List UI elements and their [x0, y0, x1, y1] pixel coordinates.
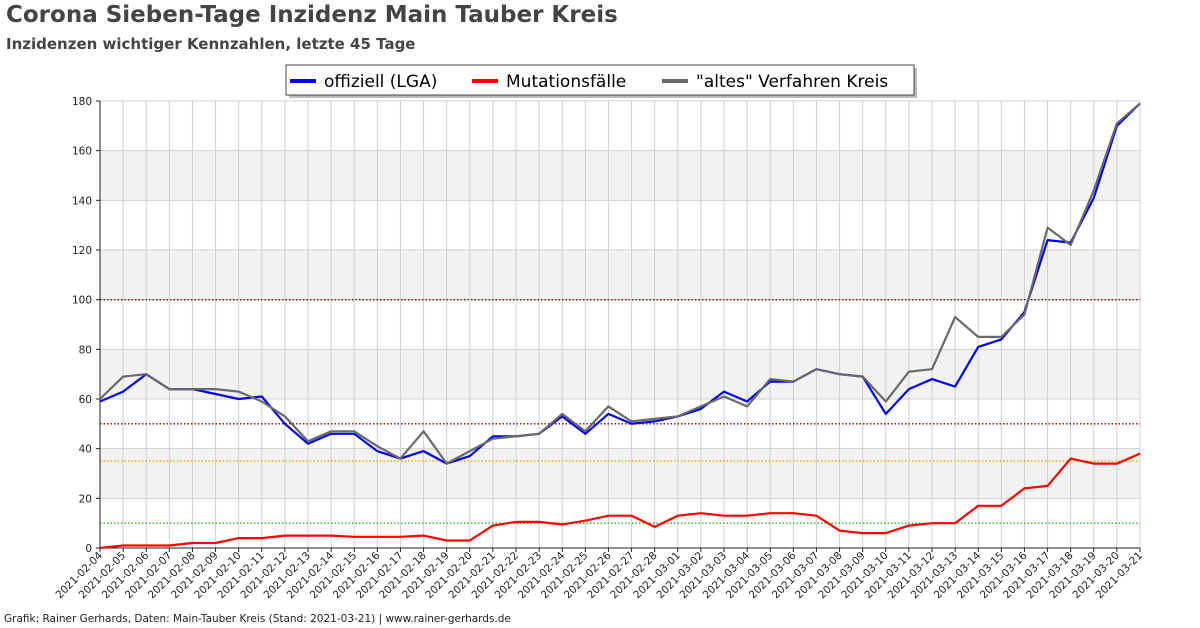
- series-lines: [99, 102, 1141, 550]
- legend-label: "altes" Verfahren Kreis: [696, 72, 888, 92]
- y-tick-label: 180: [72, 96, 92, 108]
- y-tick-label: 0: [85, 543, 92, 555]
- grid-band: [100, 349, 1140, 399]
- series-line: [99, 452, 1141, 550]
- chart-subtitle: Inzidenzen wichtiger Kennzahlen, letzte …: [6, 35, 416, 53]
- y-tick-label: 60: [79, 394, 92, 406]
- legend-label: offiziell (LGA): [324, 72, 437, 92]
- y-tick-label: 160: [72, 146, 92, 158]
- y-tick-label: 20: [79, 493, 92, 505]
- grid-band: [100, 250, 1140, 300]
- axes: [99, 101, 1140, 549]
- y-tick-label: 100: [72, 295, 92, 307]
- x-axis-tick-labels: 2021-02-042021-02-052021-02-062021-02-07…: [53, 548, 1145, 601]
- y-tick-label: 40: [79, 444, 92, 456]
- legend: offiziell (LGA) Mutationsfälle "altes" Ver…: [285, 64, 917, 98]
- background-bands: [100, 150, 1140, 499]
- legend-box: [285, 64, 915, 96]
- series-line: [99, 102, 1141, 465]
- y-tick-label: 80: [79, 344, 92, 356]
- grid-band: [100, 150, 1140, 201]
- grid-band: [100, 448, 1140, 499]
- chart-title: Corona Sieben-Tage Inzidenz Main Tauber …: [6, 2, 618, 28]
- y-tick-label: 120: [72, 245, 92, 257]
- y-axis-tick-labels: 0 20 40 60 80 100 120 140 160 180: [72, 96, 100, 555]
- footer-credit: Grafik: Rainer Gerhards, Daten: Main-Tau…: [4, 613, 511, 625]
- legend-label: Mutationsfälle: [506, 72, 626, 92]
- y-tick-label: 140: [72, 195, 92, 207]
